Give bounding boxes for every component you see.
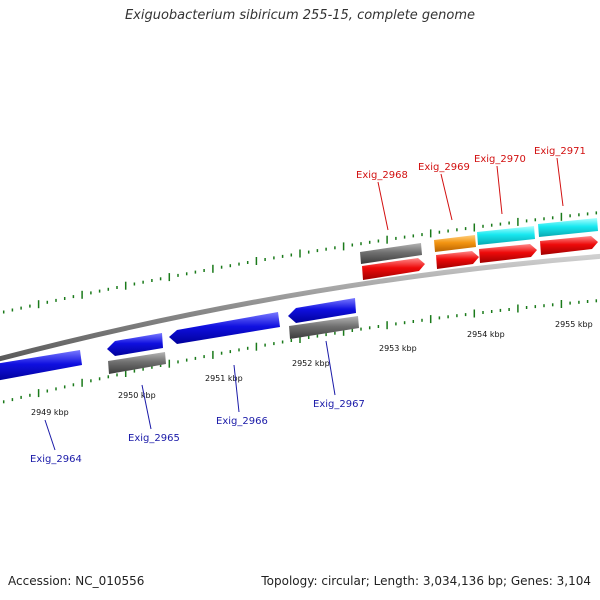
orange-feature-exig-2969 — [434, 235, 476, 252]
gray-feature-exig-2965 — [108, 352, 166, 374]
gene-feature-exig-2966[interactable] — [169, 312, 280, 344]
leader-line-exig-2971 — [556, 157, 564, 207]
gene-feature-exig-2971[interactable] — [540, 236, 598, 255]
gene-label-exig-2970[interactable]: Exig_2970 — [474, 154, 526, 165]
gene-label-exig-2964[interactable]: Exig_2964 — [30, 454, 82, 465]
gene-label-exig-2966[interactable]: Exig_2966 — [216, 416, 268, 427]
gene-label-exig-2968[interactable]: Exig_2968 — [356, 170, 408, 181]
cyan-feature-exig-2971 — [538, 218, 598, 237]
leader-line-exig-2966 — [233, 364, 240, 413]
kbp-label-2952: 2952 kbp — [292, 359, 330, 368]
kbp-label-2953: 2953 kbp — [379, 344, 417, 353]
gray-feature-exig-2968 — [360, 243, 422, 264]
gene-label-exig-2971[interactable]: Exig_2971 — [534, 146, 586, 157]
gene-feature-exig-2968[interactable] — [362, 258, 425, 280]
gene-feature-exig-2970[interactable] — [479, 244, 537, 263]
map-title: Exiguobacterium sibiricum 255-15, comple… — [124, 8, 476, 23]
gene-label-exig-2965[interactable]: Exig_2965 — [128, 433, 180, 444]
gene-label-exig-2967[interactable]: Exig_2967 — [313, 399, 365, 410]
cyan-feature-exig-2970 — [477, 226, 535, 245]
gene-feature-exig-2964[interactable] — [0, 350, 82, 381]
topology-text: Topology: circular; Length: 3,034,136 bp… — [261, 574, 591, 588]
gene-feature-exig-2967[interactable] — [288, 298, 356, 323]
gene-label-exig-2969[interactable]: Exig_2969 — [418, 162, 470, 173]
accession-text: Accession: NC_010556 — [8, 574, 145, 588]
upper-tick-track — [2, 211, 598, 314]
leader-line-exig-2969 — [440, 173, 453, 221]
leader-line-exig-2970 — [496, 165, 503, 215]
kbp-label-2950: 2950 kbp — [118, 391, 156, 400]
kbp-label-2954: 2954 kbp — [467, 330, 505, 339]
gray-feature-exig-2967 — [289, 316, 359, 339]
leader-line-exig-2968 — [377, 181, 389, 231]
gene-feature-exig-2969[interactable] — [436, 251, 479, 269]
genome-backbone — [0, 253, 600, 362]
lower-tick-track — [2, 299, 598, 404]
leader-line-exig-2965 — [141, 384, 152, 430]
leader-line-exig-2964 — [44, 419, 56, 451]
leader-line-exig-2967 — [325, 340, 336, 396]
kbp-label-2951: 2951 kbp — [205, 374, 243, 383]
kbp-label-2949: 2949 kbp — [31, 408, 69, 417]
gene-feature-exig-2965[interactable] — [107, 333, 163, 356]
kbp-label-2955: 2955 kbp — [555, 320, 593, 329]
